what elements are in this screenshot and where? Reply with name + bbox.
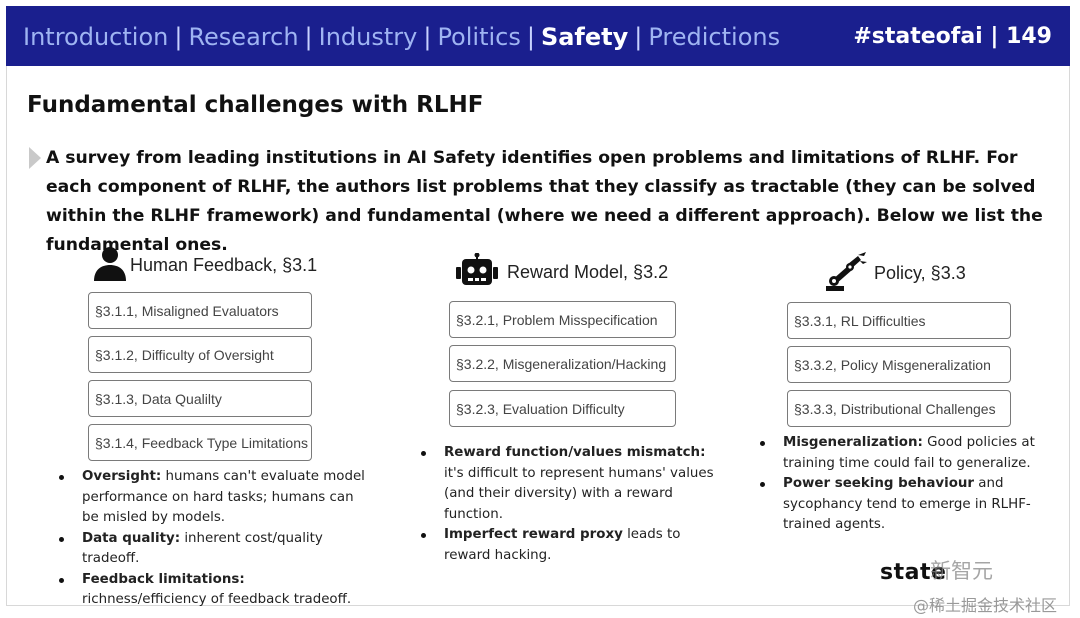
problem-box: §3.2.3, Evaluation Difficulty (449, 390, 676, 427)
robot-arm-icon (824, 252, 868, 296)
page-tagline: #stateofai | 149 (853, 24, 1052, 49)
list-item: Data quality: inherent cost/quality trad… (56, 529, 366, 570)
intro-text: A survey from leading institutions in AI… (46, 148, 1043, 255)
list-item: Reward function/values mismatch: it's di… (418, 443, 718, 525)
nav-predictions[interactable]: Predictions (648, 23, 781, 51)
header-bar: Introduction | Research | Industry | Politics |… (6, 6, 1070, 66)
bullet-list: Misgeneralization: Good policies at trai… (757, 433, 1057, 536)
column-title: Policy, §3.3 (874, 263, 966, 283)
robot-icon (456, 252, 498, 291)
nav-introduction[interactable]: Introduction (23, 23, 169, 51)
nav-industry[interactable]: Industry (318, 23, 418, 51)
problem-box: §3.1.3, Data Qualilty (88, 380, 312, 417)
column-title: Human Feedback, §3.1 (130, 255, 318, 275)
problem-box: §3.3.3, Distributional Challenges (787, 390, 1011, 427)
problem-box: §3.2.2, Misgeneralization/Hacking (449, 345, 676, 382)
column-title: Reward Model, §3.2 (507, 262, 669, 282)
nav-research[interactable]: Research (188, 23, 299, 51)
problem-box: §3.1.4, Feedback Type Limitations (88, 424, 312, 461)
brand-logo: state (880, 560, 947, 585)
problem-box: §3.3.2, Policy Misgeneralization (787, 346, 1011, 383)
problem-box: §3.1.2, Difficulty of Oversight (88, 336, 312, 373)
watermark-text: 新智元 (930, 559, 993, 583)
problem-box: §3.1.1, Misaligned Evaluators (88, 292, 312, 329)
list-item: Imperfect reward proxy leads to reward h… (418, 525, 718, 566)
page-title: Fundamental challenges with RLHF (27, 92, 484, 118)
nav-politics[interactable]: Politics (437, 23, 521, 51)
section-nav: Introduction | Research | Industry | Politics |… (23, 23, 781, 51)
bullet-arrow-icon (29, 147, 41, 169)
bullet-list: Oversight: humans can't evaluate model p… (56, 467, 366, 611)
list-item: Power seeking behaviour and sycophancy t… (757, 474, 1057, 536)
bullet-list: Reward function/values mismatch: it's di… (418, 443, 718, 566)
list-item: Feedback limitations: richness/efficienc… (56, 570, 366, 611)
nav-safety[interactable]: Safety (540, 23, 629, 51)
list-item: Misgeneralization: Good policies at trai… (757, 433, 1057, 474)
watermark-credit: @稀土掘金技术社区 (913, 596, 1058, 615)
problem-box: §3.3.1, RL Difficulties (787, 302, 1011, 339)
list-item: Oversight: humans can't evaluate model p… (56, 467, 366, 529)
problem-box: §3.2.1, Problem Misspecification (449, 301, 676, 338)
person-icon (92, 245, 128, 285)
